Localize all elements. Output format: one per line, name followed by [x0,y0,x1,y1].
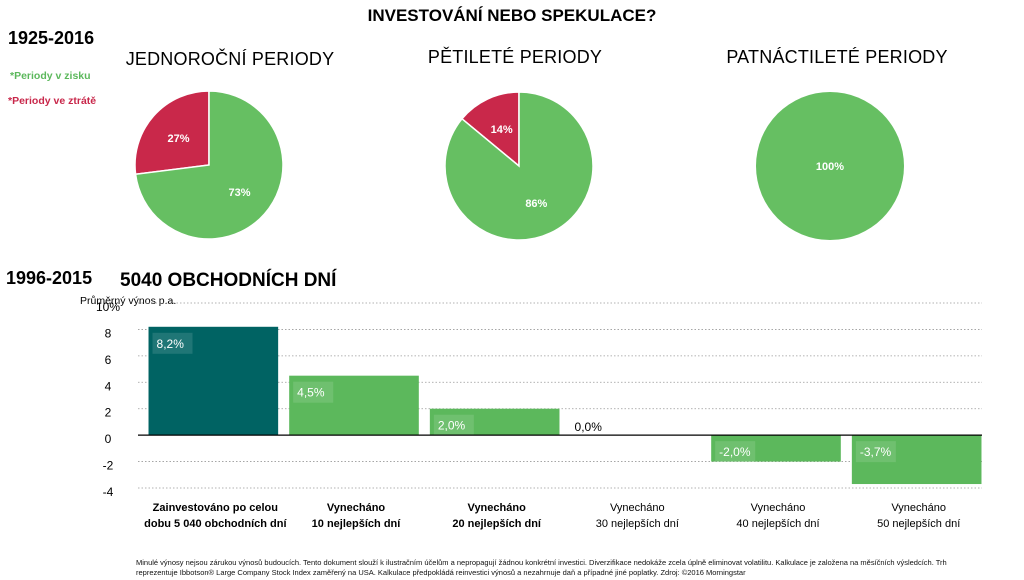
pie-1-slice-gain [444,91,594,241]
legend-loss: *Periody ve ztrátě [8,95,97,107]
category-label-line1-5: Vynecháno [891,502,946,514]
category-label-line1-4: Vynecháno [751,502,806,514]
pie-0-slice-gain-label: 73% [229,187,251,199]
bar-value-label-2: 2,0% [438,419,466,433]
bar-value-label-3: 0,0% [575,420,603,434]
bar-label-box-1 [293,381,334,403]
y-tick-label: 0 [105,432,112,446]
bar-4 [711,435,841,462]
y-tick-label: -4 [103,485,114,499]
category-label-line2-1: 10 nejlepších dní [312,518,402,530]
pie-title-five-year: PĚTILETÉ PERIODY [427,47,603,67]
bar-1 [289,375,419,436]
category-label-line1-0: Zainvestováno po celou [153,502,278,514]
y-tick-label: 8 [105,326,112,340]
bar-2 [429,408,560,436]
category-label-line1-1: Vynecháno [327,502,386,514]
bar-label-box-5 [855,441,896,463]
pie-0-slice-loss-label: 27% [167,133,189,145]
pie-charts: 27% 73% 14% 86% 100% [134,90,904,241]
pie-title-one-year: JEDNOROČNÍ PERIODY [125,49,335,69]
bar-value-label-5: -3,7% [860,445,892,459]
pie-1-slice-loss [460,91,520,168]
pie-0-slice-loss [134,90,210,176]
category-label-line2-2: 20 nejlepších dní [452,518,542,530]
bar-chart: Průměrný výnos p.a.10% 8 6 4 2 0 -2 -4 8,2% Zainv… [80,295,982,530]
y-axis-label: Průměrný výnos p.a. [80,295,176,307]
bar-5 [851,435,982,485]
page-title: INVESTOVÁNÍ NEBO SPEKULACE? [367,6,657,25]
category-label-line1-3: Vynecháno [610,502,665,514]
category-label-line2-4: 40 nejlepších dní [736,518,819,530]
period-label-bottom: 1996-2015 [6,268,93,288]
y-tick-label: 4 [105,379,112,393]
footnote: Minulé výnosy nejsou zárukou výnosů budo… [136,558,947,577]
bar-label-box-2 [433,414,474,436]
bar-value-label-0: 8,2% [157,337,185,351]
bar-value-label-1: 4,5% [297,386,325,400]
pie-1-slice-loss-label: 14% [491,124,513,136]
y-tick-label: 2 [105,406,112,420]
pie-0-slice-gain [134,90,284,240]
pie-title-fifteen-year: PATNÁCTILETÉ PERIODY [726,47,948,67]
legend-gain: *Periody v zisku [10,70,91,82]
y-tick-label: 10% [96,300,120,314]
bar-label-box-0 [152,332,193,354]
y-tick-label: 6 [105,353,112,367]
pie-2-slice-gain-label: 100% [816,161,844,173]
y-tick-label: -2 [103,459,114,473]
pie-1-slice-gain-label: 86% [525,198,547,210]
period-label-top: 1925-2016 [8,28,95,48]
category-label-line2-5: 50 nejlepších dní [877,518,960,530]
bar-value-label-4: -2,0% [719,445,751,459]
category-label-line2-3: 30 nejlepších dní [596,518,679,530]
category-label-line2-0: dobu 5 040 obchodních dní [144,518,287,530]
category-label-line1-2: Vynecháno [468,502,527,514]
pie-2-slice-gain [756,92,904,240]
bar-0 [148,326,279,436]
bar-label-box-4 [715,441,756,463]
bar-chart-title: 5040 OBCHODNÍCH DNÍ [120,270,337,291]
